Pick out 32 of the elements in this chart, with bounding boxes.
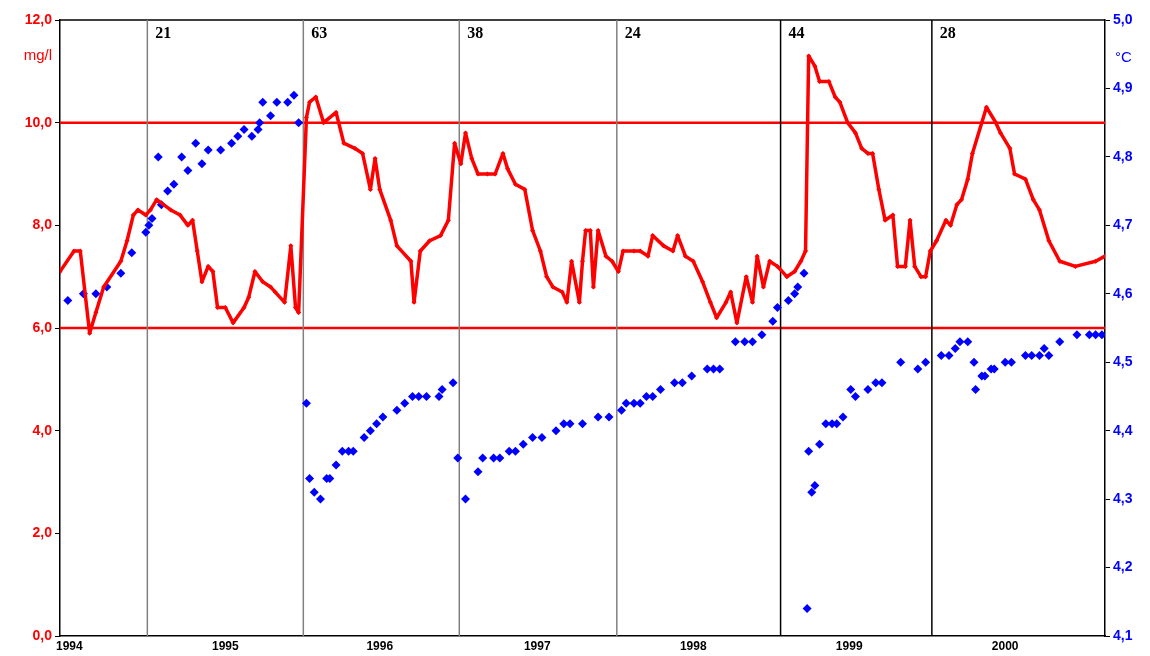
- annotation: 28: [939, 24, 956, 42]
- y-tick-label: 12,0: [24, 10, 53, 27]
- y-tick-label: 2,0: [32, 524, 53, 541]
- y2-tick-label: 4,9: [1113, 79, 1133, 96]
- y2-tick-label: 4,1: [1113, 626, 1133, 643]
- x-tick-label: 1999: [835, 638, 863, 653]
- y2-tick-label: 4,8: [1113, 147, 1133, 164]
- y2-tick-label: 4,4: [1113, 421, 1133, 438]
- x-tick-label: 1995: [211, 638, 239, 653]
- x-tick-label: 1996: [366, 638, 394, 653]
- y2-tick-label: 4,7: [1113, 216, 1133, 233]
- annotation: 44: [788, 24, 805, 42]
- y-tick-label: 8,0: [32, 216, 53, 233]
- y-axis-title: mg/l: [23, 46, 52, 64]
- annotation: 24: [624, 24, 641, 42]
- x-tick-label: 2000: [991, 638, 1019, 653]
- y2-tick-label: 5,0: [1113, 10, 1133, 27]
- x-tick-label: 1997: [523, 638, 551, 653]
- y2-tick-label: 4,3: [1113, 489, 1133, 506]
- x-tick-label: 1994: [56, 638, 84, 653]
- y2-tick-label: 4,6: [1113, 284, 1133, 301]
- y2-tick-label: 4,5: [1113, 353, 1133, 370]
- y-tick-label: 10,0: [24, 113, 53, 130]
- y2-axis-title: °C: [1115, 48, 1132, 66]
- annotation: 21: [155, 24, 172, 42]
- y-tick-label: 6,0: [32, 318, 53, 335]
- x-tick-label: 1998: [679, 638, 707, 653]
- y-tick-label: 4,0: [32, 421, 53, 438]
- y2-tick-label: 4,2: [1113, 558, 1133, 575]
- annotation: 63: [311, 24, 328, 42]
- annotation: 38: [467, 24, 484, 42]
- y-tick-label: 0,0: [32, 626, 53, 643]
